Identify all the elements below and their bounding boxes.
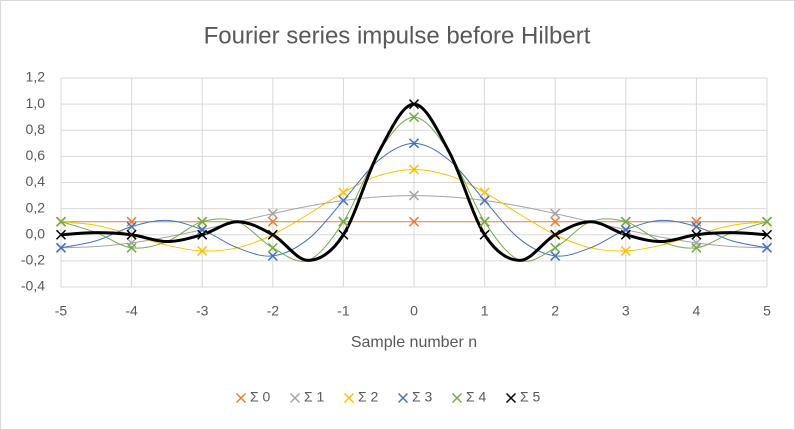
- marker: [479, 195, 490, 206]
- legend-marker: [397, 392, 409, 404]
- legend-label: Σ 0: [250, 389, 271, 405]
- grid: -0,4 -0,2 0,0 0,2 0,4 0,6 0,8 1,0 1,2 -5 -4 -3 -2 -1 0…: [21, 69, 771, 319]
- legend-label: Σ 2: [358, 389, 379, 405]
- marker: [408, 216, 420, 227]
- legend-marker: [289, 392, 301, 404]
- marker: [338, 229, 349, 240]
- marker: [126, 229, 137, 240]
- marker: [550, 208, 561, 219]
- marker: [338, 187, 349, 198]
- marker: [338, 195, 349, 206]
- marker: [620, 216, 631, 227]
- marker: [620, 245, 631, 256]
- x-tick-label: 2: [551, 303, 559, 319]
- marker: [761, 216, 773, 227]
- legend-marker: [505, 392, 517, 404]
- x-axis-label: Sample number n: [351, 334, 477, 351]
- y-tick-label: 0,6: [26, 147, 46, 163]
- legend-label: Σ 3: [412, 389, 433, 405]
- y-tick-label: 0,2: [26, 199, 46, 215]
- legend-label: Σ 5: [520, 389, 541, 405]
- marker: [479, 216, 490, 227]
- plot: [55, 99, 773, 262]
- x-tick-label: -5: [55, 303, 68, 319]
- x-tick-label: 0: [410, 303, 418, 319]
- marker: [267, 208, 278, 219]
- legend-marker: [235, 392, 247, 404]
- x-tick-label: -3: [196, 303, 209, 319]
- marker: [408, 112, 420, 123]
- marker: [55, 242, 67, 253]
- marker: [408, 99, 420, 110]
- marker: [550, 216, 561, 227]
- marker: [408, 190, 420, 201]
- marker: [267, 229, 278, 240]
- marker: [197, 216, 208, 227]
- y-tick-label: 0,4: [26, 173, 46, 189]
- marker: [550, 242, 561, 253]
- marker: [691, 242, 702, 253]
- marker: [55, 216, 67, 227]
- x-tick-label: -2: [267, 303, 280, 319]
- y-tick-label: 1,2: [26, 69, 46, 85]
- x-tick-label: 1: [481, 303, 489, 319]
- marker: [267, 216, 278, 227]
- marker: [479, 229, 490, 240]
- x-tick-label: -1: [337, 303, 350, 319]
- marker: [197, 229, 208, 240]
- marker: [408, 138, 420, 149]
- marker: [55, 229, 67, 240]
- y-tick-label: -0,4: [21, 278, 45, 294]
- y-tick-label: -0,2: [21, 252, 45, 268]
- marker: [267, 242, 278, 253]
- marker: [197, 245, 208, 256]
- marker: [126, 221, 137, 232]
- marker: [479, 187, 490, 198]
- marker: [338, 216, 349, 227]
- marker: [691, 221, 702, 232]
- marker: [761, 242, 773, 253]
- legend-marker: [343, 392, 355, 404]
- y-tick-label: 0,8: [26, 121, 46, 137]
- legend: Σ 0 Σ 1 Σ 2 Σ 3 Σ 4 Σ 5: [235, 389, 541, 405]
- marker: [691, 229, 702, 240]
- legend-label: Σ 1: [304, 389, 325, 405]
- x-tick-label: 5: [763, 303, 771, 319]
- legend-marker: [451, 392, 463, 404]
- marker: [761, 229, 773, 240]
- legend-label: Σ 4: [466, 389, 487, 405]
- x-tick-label: -4: [125, 303, 138, 319]
- marker: [550, 229, 561, 240]
- marker: [267, 250, 278, 261]
- chart-title: Fourier series impulse before Hilbert: [204, 22, 591, 49]
- x-tick-label: 4: [693, 303, 701, 319]
- marker: [620, 229, 631, 240]
- y-tick-label: 1,0: [26, 95, 46, 111]
- y-tick-label: 0,0: [26, 225, 46, 241]
- marker: [126, 242, 137, 253]
- marker: [550, 250, 561, 261]
- marker: [408, 164, 420, 175]
- x-tick-label: 3: [622, 303, 630, 319]
